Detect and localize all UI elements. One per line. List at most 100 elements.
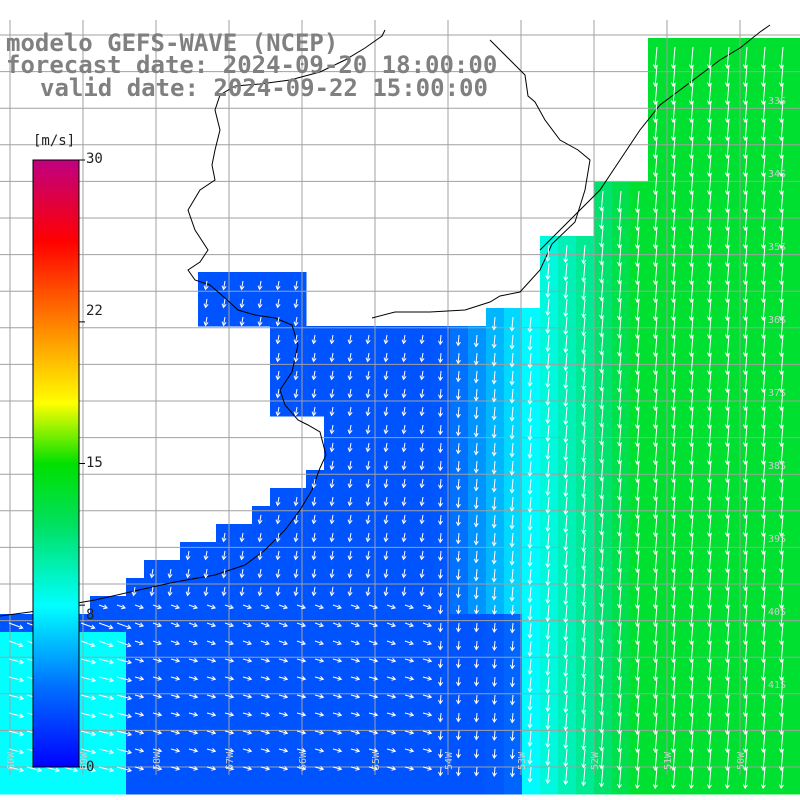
wind-arrow-head xyxy=(221,573,227,579)
wind-arrow-shaft xyxy=(295,298,298,308)
wind-arrow-head xyxy=(365,519,371,525)
wind-arrow-shaft xyxy=(618,568,622,590)
wind-arrow-head xyxy=(599,206,605,212)
wind-arrow-head xyxy=(474,699,480,705)
wind-arrow-shaft xyxy=(547,442,550,460)
wind-arrow-shaft xyxy=(403,460,406,470)
colorbar-band xyxy=(33,251,79,253)
colorbar-band xyxy=(33,729,79,731)
wind-arrow-head xyxy=(474,645,480,651)
wind-arrow-shaft xyxy=(368,622,378,627)
speed-cell xyxy=(792,326,800,345)
wind-arrow-shaft xyxy=(600,730,604,751)
colorbar-band xyxy=(33,758,79,760)
wind-arrow-shaft xyxy=(780,532,784,555)
wind-arrow-shaft xyxy=(654,262,658,285)
wind-arrow-shaft xyxy=(403,442,406,452)
wind-arrow-shaft xyxy=(672,586,676,609)
wind-arrow-shaft xyxy=(403,406,406,416)
wind-arrow-head xyxy=(239,555,245,561)
wind-arrow-shaft xyxy=(708,694,712,717)
colorbar-band xyxy=(33,520,79,522)
wind-arrow-shaft xyxy=(385,550,388,560)
colorbar-band xyxy=(33,280,79,282)
wind-arrow-head xyxy=(474,663,480,669)
wind-arrow-shaft xyxy=(350,694,360,698)
wind-arrow-shaft xyxy=(600,262,604,283)
wind-arrow-shaft xyxy=(224,676,234,680)
colorbar-band xyxy=(33,688,79,690)
wind-arrow-shaft xyxy=(529,424,532,441)
wind-arrow-head xyxy=(473,486,479,492)
colorbar-band xyxy=(33,183,79,185)
colorbar-band xyxy=(33,232,79,234)
wind-arrow-head xyxy=(599,512,605,518)
wind-arrow-shaft xyxy=(368,766,378,770)
wind-arrow-head xyxy=(91,767,97,773)
colorbar-band xyxy=(33,546,79,548)
wind-arrow-shaft xyxy=(98,730,114,736)
wind-arrow-head xyxy=(391,747,397,753)
wind-arrow-shaft xyxy=(762,460,766,483)
wind-arrow-shaft xyxy=(116,640,131,647)
wind-arrow-shaft xyxy=(726,586,730,609)
wind-arrow-shaft xyxy=(8,748,24,754)
colorbar-tick-8: 8 xyxy=(86,607,95,623)
wind-arrow-head xyxy=(257,519,263,525)
wind-arrow-head xyxy=(473,522,479,528)
colorbar-band xyxy=(33,677,79,679)
speed-cell xyxy=(792,110,800,129)
wind-arrow-shaft xyxy=(529,532,532,549)
wind-arrow-head xyxy=(193,729,199,735)
wind-arrow-head xyxy=(293,321,299,327)
colorbar-band xyxy=(33,306,79,308)
wind-arrow-shaft xyxy=(636,532,640,555)
wind-arrow-head xyxy=(265,765,271,771)
colorbar-band xyxy=(33,598,79,600)
wind-arrow-head xyxy=(373,765,379,771)
wind-arrow-shaft xyxy=(206,748,216,752)
colorbar-band xyxy=(33,273,79,275)
wind-arrow-shaft xyxy=(475,550,478,563)
wind-arrow-head xyxy=(563,564,569,570)
colorbar-band xyxy=(33,735,79,737)
wind-arrow-head xyxy=(563,492,569,498)
wind-arrow-shaft xyxy=(385,388,388,398)
wind-arrow-head xyxy=(185,591,191,597)
colorbar-band xyxy=(33,353,79,355)
colorbar-band xyxy=(33,207,79,209)
wind-arrow-shaft xyxy=(188,622,198,627)
wind-arrow-shaft xyxy=(188,766,198,770)
colorbar-band xyxy=(33,396,79,398)
wind-arrow-shaft xyxy=(367,478,370,488)
wind-arrow-shaft xyxy=(277,280,280,290)
wind-arrow-head xyxy=(157,657,163,663)
wind-arrow-head xyxy=(427,675,433,681)
wind-arrow-head xyxy=(139,747,145,753)
wind-arrow-shaft xyxy=(672,676,676,699)
colorbar-band xyxy=(33,388,79,390)
wind-arrow-head xyxy=(157,693,163,699)
wind-arrow-shaft xyxy=(511,352,514,367)
wind-arrow-shaft xyxy=(349,424,352,434)
colorbar-band xyxy=(33,489,79,491)
colorbar-band xyxy=(33,756,79,758)
wind-arrow-head xyxy=(545,311,551,317)
wind-arrow-shaft xyxy=(295,550,298,560)
colorbar-band xyxy=(33,521,79,523)
wind-arrow-shaft xyxy=(600,586,604,607)
colorbar-band xyxy=(33,283,79,285)
wind-arrow-shaft xyxy=(672,604,676,627)
wind-arrow-head xyxy=(293,573,299,579)
wind-arrow-shaft xyxy=(582,676,586,696)
wind-arrow-head xyxy=(581,331,587,337)
wind-arrow-head xyxy=(229,622,234,628)
wind-arrow-shaft xyxy=(493,424,496,438)
colorbar-band xyxy=(33,164,79,166)
colorbar-band xyxy=(33,218,79,220)
wind-arrow-head xyxy=(563,348,569,354)
wind-arrow-shaft xyxy=(511,514,514,529)
wind-arrow-shaft xyxy=(762,388,766,411)
wind-arrow-shaft xyxy=(726,532,730,555)
wind-arrow-head xyxy=(419,375,425,381)
